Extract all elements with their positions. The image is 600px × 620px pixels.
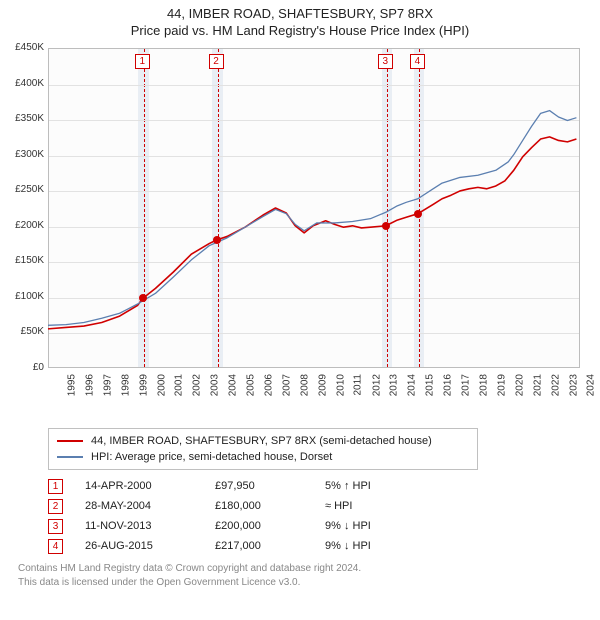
transaction-date: 14-APR-2000 — [85, 480, 215, 492]
x-axis-label: 2002 — [192, 374, 203, 396]
x-axis-label: 2009 — [317, 374, 328, 396]
x-axis-label: 1996 — [84, 374, 95, 396]
x-axis-label: 2022 — [550, 374, 561, 396]
transaction-date: 28-MAY-2004 — [85, 500, 215, 512]
transaction-price: £200,000 — [215, 520, 325, 532]
legend-swatch — [57, 456, 83, 458]
x-axis-label: 1999 — [138, 374, 149, 396]
transaction-price: £180,000 — [215, 500, 325, 512]
transaction-row: 4 26-AUG-2015£217,0009% ↓ HPI — [48, 536, 592, 556]
x-axis-label: 2007 — [281, 374, 292, 396]
transaction-date: 26-AUG-2015 — [85, 540, 215, 552]
transaction-vs-hpi: ≈ HPI — [325, 500, 445, 512]
x-axis-label: 2013 — [389, 374, 400, 396]
event-marker: 4 — [410, 54, 425, 69]
x-axis-label: 2003 — [210, 374, 221, 396]
x-axis-label: 2000 — [156, 374, 167, 396]
x-axis-label: 2019 — [496, 374, 507, 396]
x-axis-label: 2004 — [227, 374, 238, 396]
y-axis-label: £150K — [8, 255, 44, 266]
y-axis-label: £100K — [8, 291, 44, 302]
y-axis-label: £250K — [8, 184, 44, 195]
transaction-vs-hpi: 9% ↓ HPI — [325, 540, 445, 552]
y-axis-label: £400K — [8, 78, 44, 89]
x-axis-label: 2020 — [514, 374, 525, 396]
transactions-table: 114-APR-2000£97,9505% ↑ HPI228-MAY-2004£… — [48, 476, 592, 556]
attribution-footer: Contains HM Land Registry data © Crown c… — [18, 562, 584, 589]
event-marker: 2 — [209, 54, 224, 69]
x-axis-label: 2006 — [263, 374, 274, 396]
page-title-sub: Price paid vs. HM Land Registry's House … — [8, 23, 592, 38]
y-axis-label: £300K — [8, 149, 44, 160]
transaction-marker: 3 — [48, 519, 63, 534]
legend-label: 44, IMBER ROAD, SHAFTESBURY, SP7 8RX (se… — [91, 435, 432, 447]
transaction-date: 11-NOV-2013 — [85, 520, 215, 532]
sale-point — [213, 236, 221, 244]
x-axis-label: 2008 — [299, 374, 310, 396]
x-axis-label: 1997 — [102, 374, 113, 396]
x-axis-label: 2015 — [424, 374, 435, 396]
sale-point — [382, 222, 390, 230]
x-axis-label: 2024 — [586, 374, 597, 396]
transaction-marker: 1 — [48, 479, 63, 494]
transaction-price: £97,950 — [215, 480, 325, 492]
x-axis-label: 2018 — [478, 374, 489, 396]
transaction-price: £217,000 — [215, 540, 325, 552]
transaction-marker: 2 — [48, 499, 63, 514]
x-axis-label: 2014 — [407, 374, 418, 396]
legend-label: HPI: Average price, semi-detached house,… — [91, 451, 332, 463]
transaction-marker: 4 — [48, 539, 63, 554]
legend-swatch — [57, 440, 83, 442]
legend: 44, IMBER ROAD, SHAFTESBURY, SP7 8RX (se… — [48, 428, 478, 470]
y-axis-label: £450K — [8, 42, 44, 53]
x-axis-label: 2012 — [371, 374, 382, 396]
event-marker: 3 — [378, 54, 393, 69]
page-title-address: 44, IMBER ROAD, SHAFTESBURY, SP7 8RX — [8, 6, 592, 21]
y-axis-label: £0 — [8, 362, 44, 373]
y-axis-label: £50K — [8, 326, 44, 337]
x-axis-label: 2005 — [245, 374, 256, 396]
x-axis-label: 2001 — [174, 374, 185, 396]
x-axis-label: 2011 — [352, 374, 363, 396]
event-marker: 1 — [135, 54, 150, 69]
footer-line-2: This data is licensed under the Open Gov… — [18, 576, 584, 590]
transaction-row: 1 14-APR-2000£97,9505% ↑ HPI — [48, 476, 592, 496]
transaction-vs-hpi: 9% ↓ HPI — [325, 520, 445, 532]
y-axis-label: £350K — [8, 113, 44, 124]
sale-point — [139, 294, 147, 302]
x-axis-label: 2023 — [568, 374, 579, 396]
x-axis-label: 1995 — [66, 374, 77, 396]
transaction-row: 3 11-NOV-2013£200,0009% ↓ HPI — [48, 516, 592, 536]
legend-item: 44, IMBER ROAD, SHAFTESBURY, SP7 8RX (se… — [57, 433, 469, 449]
transaction-row: 2 28-MAY-2004£180,000≈ HPI — [48, 496, 592, 516]
x-axis-label: 1998 — [120, 374, 131, 396]
x-axis-label: 2017 — [460, 374, 471, 396]
legend-item: HPI: Average price, semi-detached house,… — [57, 449, 469, 465]
footer-line-1: Contains HM Land Registry data © Crown c… — [18, 562, 584, 576]
transaction-vs-hpi: 5% ↑ HPI — [325, 480, 445, 492]
x-axis-label: 2016 — [442, 374, 453, 396]
x-axis-label: 2021 — [532, 374, 543, 396]
price-chart: 1 2 3 4 £0 £50K £100K £150K £200K £250K £300K £350K… — [8, 44, 592, 414]
x-axis-label: 2010 — [335, 374, 346, 396]
sale-point — [414, 210, 422, 218]
y-axis-label: £200K — [8, 220, 44, 231]
